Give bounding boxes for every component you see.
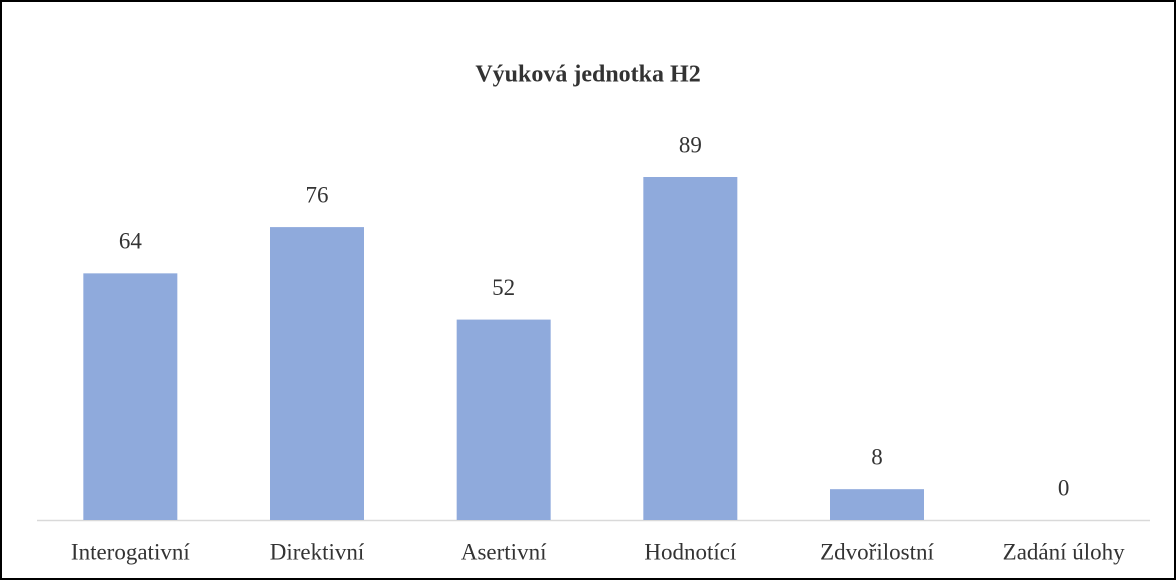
value-label: 64 (119, 229, 143, 254)
x-tick-label: Zdvořilostní (820, 539, 934, 564)
x-tick-label: Asertivní (461, 539, 547, 564)
x-tick-label: Interogativní (71, 539, 190, 564)
x-tick-label: Hodnotící (644, 539, 737, 564)
bar (643, 177, 738, 520)
value-label: 89 (679, 132, 702, 157)
chart-title: Výuková jednotka H2 (475, 62, 700, 88)
value-label: 52 (492, 275, 515, 300)
value-label: 76 (306, 182, 329, 207)
bar (270, 227, 364, 520)
bar (83, 273, 178, 520)
x-tick-label: Direktivní (270, 539, 365, 564)
x-tick-label: Zadání úlohy (1003, 539, 1125, 564)
bar (456, 319, 551, 520)
value-label: 8 (871, 444, 883, 469)
bar (830, 489, 924, 520)
value-label: 0 (1058, 475, 1070, 500)
